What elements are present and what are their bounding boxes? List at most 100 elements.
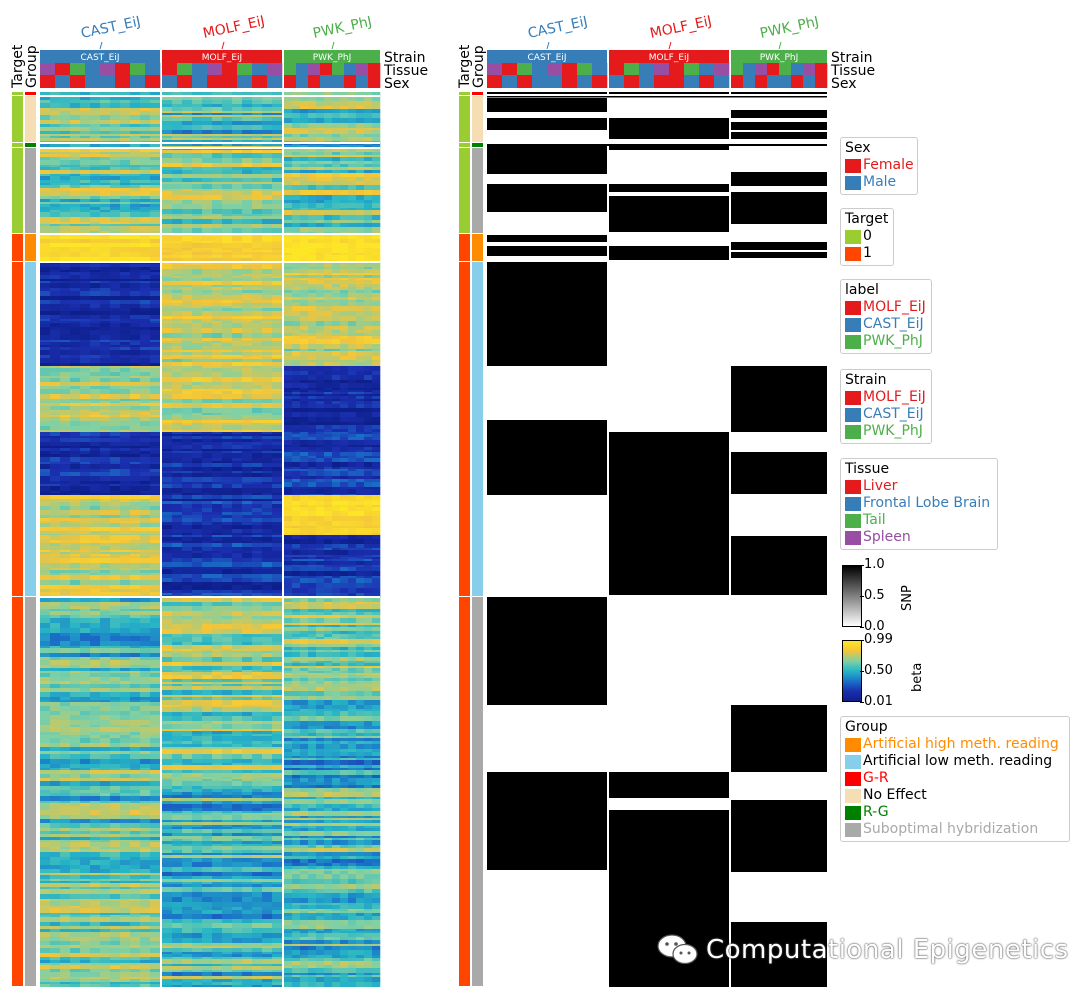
heatmap-cell bbox=[80, 372, 91, 376]
heatmap-cell bbox=[172, 153, 183, 158]
heatmap-cell bbox=[140, 972, 151, 977]
heatmap-cell bbox=[80, 837, 91, 840]
heatmap-cell bbox=[162, 408, 173, 413]
heatmap-cell bbox=[150, 972, 161, 977]
heatmap-cell bbox=[150, 363, 161, 366]
heatmap-cell bbox=[130, 665, 141, 668]
heatmap-cell bbox=[60, 165, 71, 167]
heatmap-cell bbox=[110, 815, 121, 819]
heatmap-cell bbox=[162, 463, 173, 467]
heatmap-cell bbox=[120, 518, 131, 521]
heatmap-cell bbox=[40, 633, 51, 636]
heatmap-cell bbox=[80, 636, 91, 641]
heatmap-cell bbox=[80, 247, 91, 252]
heatmap-cell bbox=[120, 554, 131, 556]
heatmap-cell bbox=[110, 901, 121, 906]
heatmap-cell bbox=[100, 521, 111, 523]
heatmap-cell bbox=[100, 446, 111, 448]
heatmap-cell bbox=[110, 810, 121, 815]
heatmap-cell bbox=[272, 115, 283, 117]
heatmap-cell bbox=[272, 321, 283, 323]
heatmap-cell bbox=[140, 188, 151, 191]
heatmap-cell bbox=[140, 493, 151, 495]
heatmap-cell bbox=[100, 143, 111, 148]
heatmap-cell bbox=[110, 665, 121, 668]
heatmap-cell bbox=[90, 552, 101, 554]
heatmap-cell bbox=[242, 477, 253, 482]
heatmap-cell bbox=[162, 316, 173, 319]
heatmap-cell bbox=[182, 167, 193, 170]
heatmap-cell bbox=[212, 290, 223, 293]
heatmap-cell bbox=[140, 881, 151, 883]
heatmap-cell bbox=[212, 306, 223, 308]
heatmap-cell bbox=[40, 148, 51, 152]
heatmap-cell bbox=[50, 899, 61, 901]
heatmap-cell bbox=[192, 458, 203, 461]
heatmap-cell bbox=[80, 786, 91, 790]
heatmap-cell bbox=[70, 115, 81, 120]
heatmap-cell bbox=[40, 781, 51, 786]
heatmap-cell bbox=[130, 887, 141, 889]
heatmap-cell bbox=[130, 165, 141, 167]
heatmap-cell bbox=[100, 657, 111, 660]
heatmap-cell bbox=[262, 276, 273, 278]
heatmap-cell bbox=[212, 153, 223, 158]
heatmap-cell bbox=[120, 790, 131, 793]
heatmap-cell bbox=[100, 412, 111, 415]
heatmap-cell bbox=[90, 969, 101, 972]
heatmap-cell bbox=[40, 342, 51, 345]
heatmap-cell bbox=[252, 209, 263, 214]
heatmap-cell bbox=[192, 303, 203, 306]
heatmap-cell bbox=[70, 554, 81, 556]
heatmap-cell bbox=[80, 143, 91, 148]
heatmap-cell bbox=[50, 982, 61, 984]
heatmap-cell bbox=[172, 352, 183, 355]
heatmap-cell bbox=[120, 484, 131, 486]
heatmap-cell bbox=[40, 671, 51, 673]
heatmap-cell bbox=[202, 316, 213, 319]
heatmap-cell bbox=[140, 823, 151, 828]
heatmap-cell bbox=[120, 743, 131, 747]
heatmap-cell bbox=[162, 529, 173, 533]
heatmap-cell bbox=[272, 228, 283, 233]
heatmap-cell bbox=[80, 127, 91, 131]
heatmap-cell bbox=[80, 615, 91, 618]
heatmap-cell bbox=[90, 554, 101, 556]
heatmap-cell bbox=[130, 615, 141, 618]
heatmap-cell bbox=[130, 111, 141, 115]
heatmap-cell bbox=[40, 751, 51, 754]
heatmap-cell bbox=[212, 140, 223, 143]
heatmap-cell bbox=[232, 553, 243, 558]
heatmap-cell bbox=[70, 347, 81, 350]
heatmap-cell bbox=[50, 222, 61, 224]
heatmap-cell bbox=[60, 786, 71, 790]
heatmap-cell bbox=[40, 304, 51, 308]
heatmap-cell bbox=[150, 715, 161, 720]
heatmap-cell bbox=[120, 727, 131, 732]
heatmap-cell bbox=[120, 628, 131, 633]
heatmap-cell bbox=[232, 121, 243, 125]
heatmap-cell bbox=[252, 178, 263, 182]
heatmap-cell bbox=[40, 840, 51, 842]
heatmap-cell bbox=[70, 852, 81, 857]
heatmap-cell bbox=[90, 486, 101, 491]
heatmap-cell bbox=[150, 210, 161, 212]
heatmap-cell bbox=[80, 267, 91, 270]
heatmap-cell bbox=[202, 350, 213, 352]
heatmap-cell bbox=[232, 104, 243, 107]
heatmap-cell bbox=[182, 341, 193, 343]
heatmap-cell bbox=[252, 415, 263, 420]
heatmap-cell bbox=[40, 296, 51, 300]
heatmap-cell bbox=[242, 533, 253, 535]
heatmap-cell bbox=[50, 174, 61, 176]
heatmap-cell bbox=[252, 350, 263, 352]
heatmap-cell bbox=[130, 879, 141, 881]
heatmap-cell bbox=[272, 170, 283, 174]
heatmap-cell bbox=[130, 684, 141, 688]
heatmap-cell bbox=[222, 434, 233, 436]
heatmap-cell bbox=[242, 357, 253, 359]
heatmap-cell bbox=[110, 96, 121, 100]
heatmap-cell bbox=[140, 138, 151, 141]
heatmap-cell bbox=[272, 316, 283, 319]
heatmap-cell bbox=[80, 646, 91, 648]
